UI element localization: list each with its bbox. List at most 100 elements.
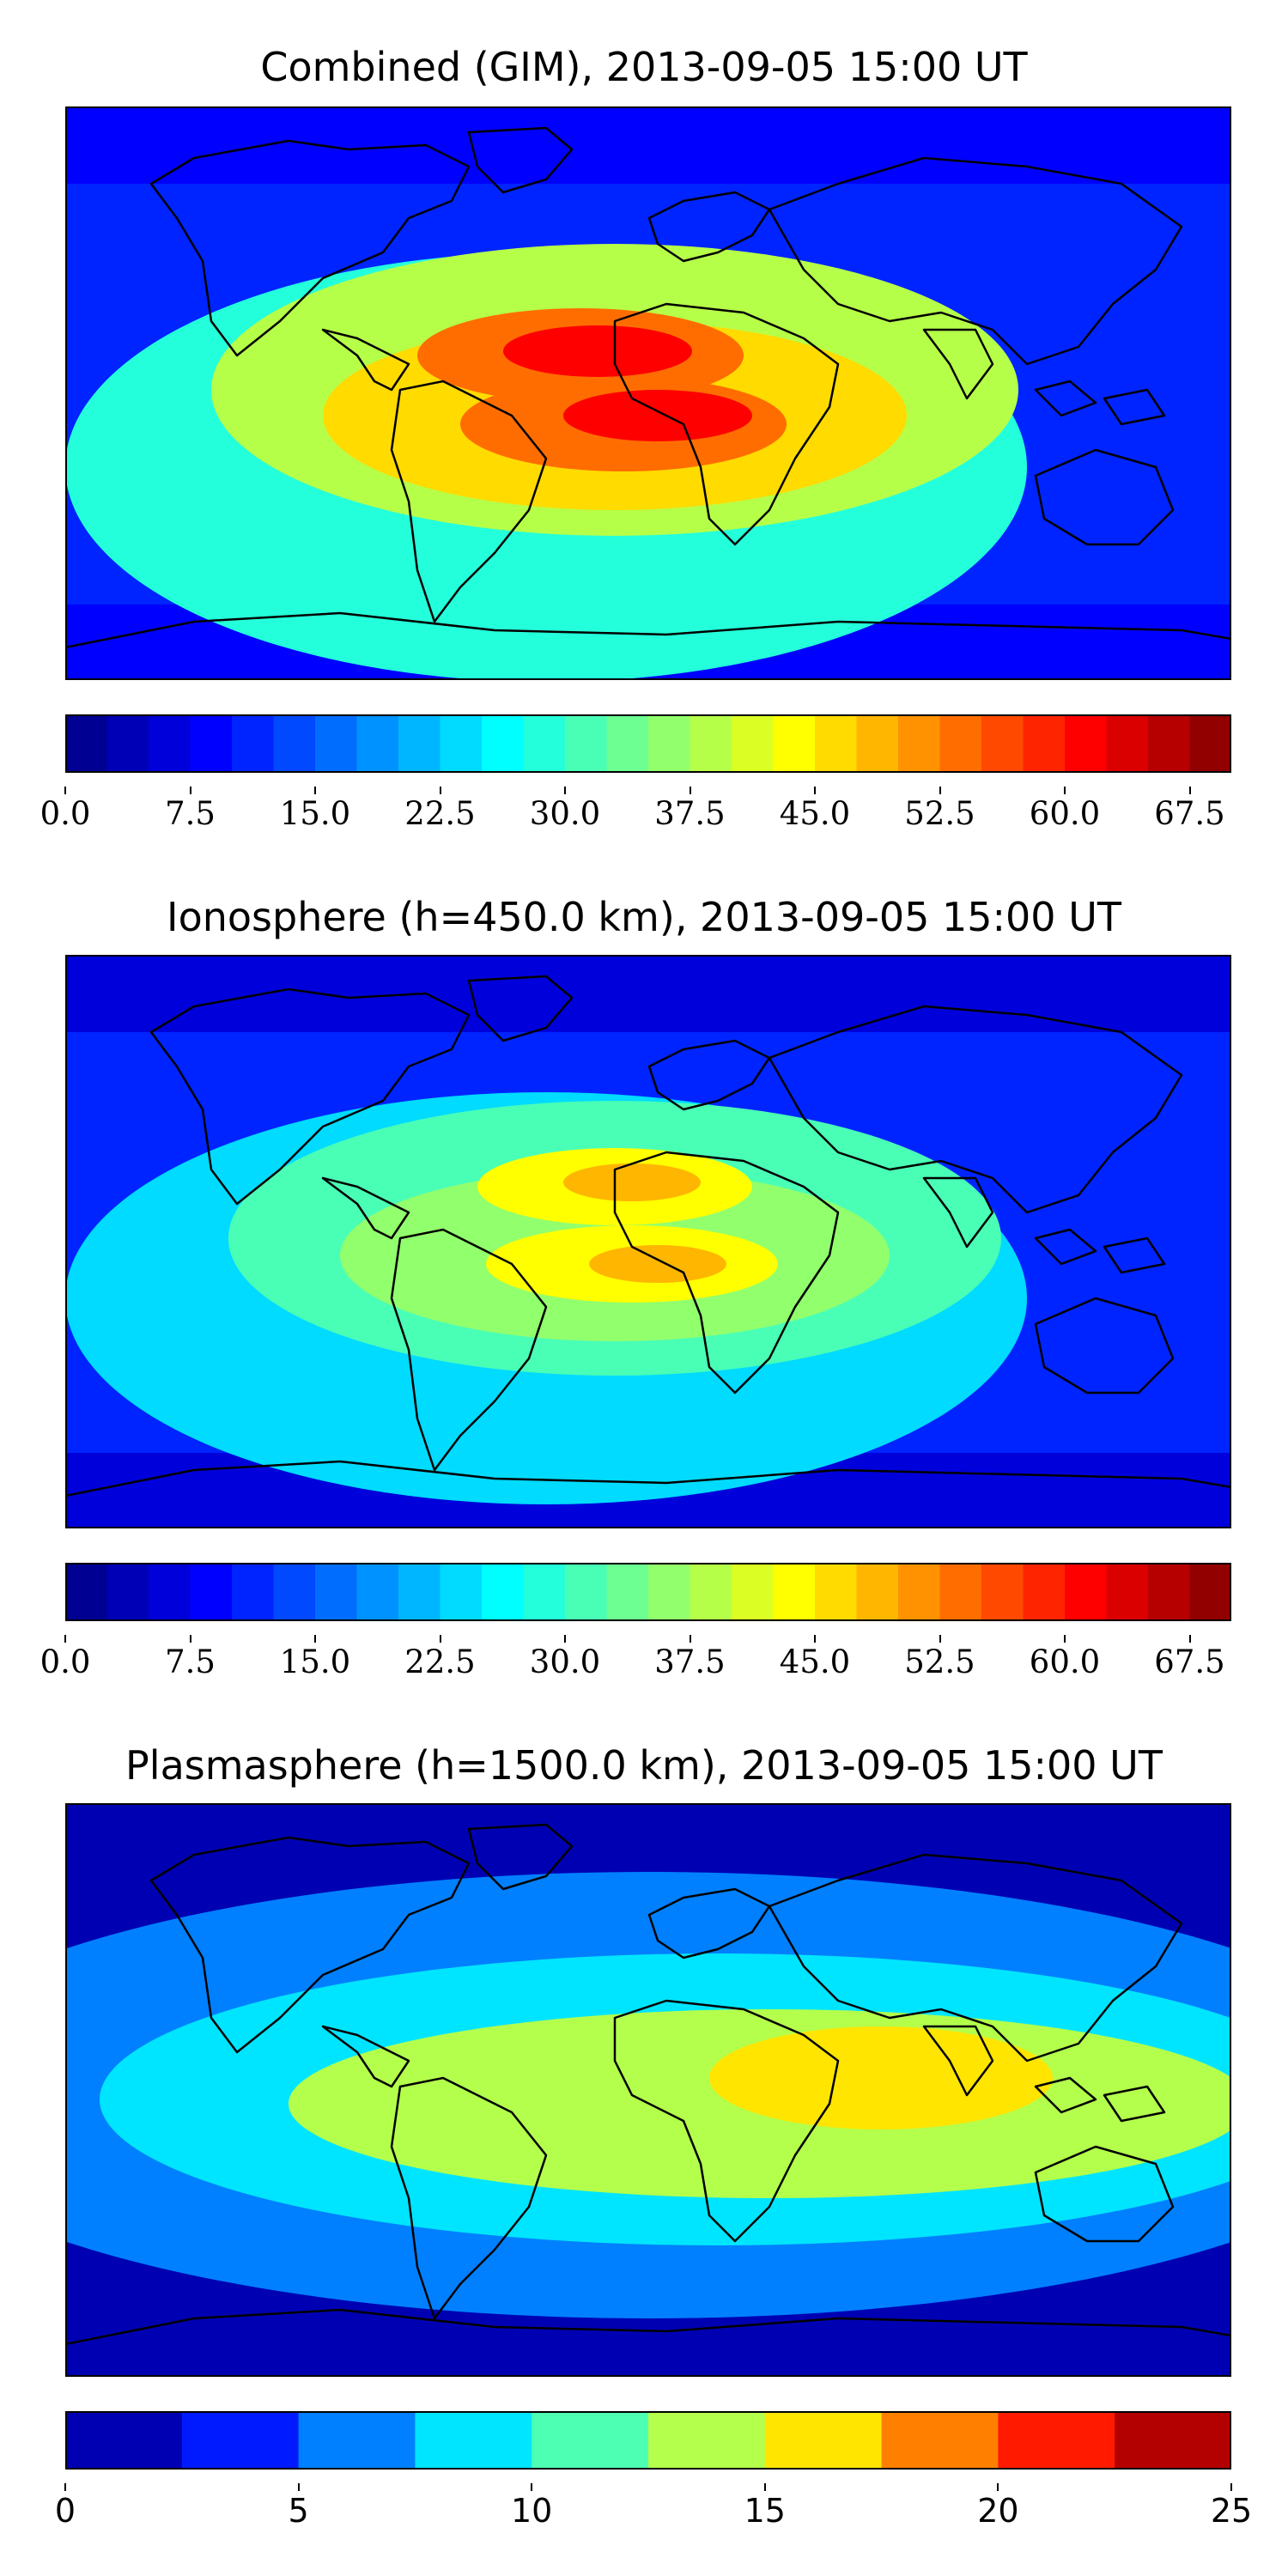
coastline <box>390 1228 548 1472</box>
colorbar-bin <box>315 1563 358 1621</box>
coastline <box>922 328 994 400</box>
colorbar-tick-mark <box>997 2483 999 2491</box>
tec-contour <box>443 2052 649 2121</box>
colorbar-tick-label: 15 <box>744 2492 786 2530</box>
colorbar-bin <box>690 714 732 773</box>
coastline <box>467 1823 574 1891</box>
colorbar-bin <box>298 2411 416 2470</box>
colorbar-bin <box>315 714 358 773</box>
coastline <box>390 2076 548 2320</box>
colorbar-bin <box>856 714 899 773</box>
coastline <box>613 1999 840 2243</box>
coastline <box>1034 380 1097 417</box>
colorbar-tick-label: 52.5 <box>904 795 975 832</box>
colorbar-bin <box>65 2411 183 2470</box>
combined-gim-map <box>65 106 1231 680</box>
colorbar-bin <box>1148 714 1191 773</box>
coastline <box>149 139 471 357</box>
colorbar-tick-label: 30.0 <box>529 795 601 832</box>
coastline <box>390 380 548 623</box>
colorbar-bin <box>415 2411 532 2470</box>
colorbar-bin <box>648 1563 691 1621</box>
coastline <box>65 611 1231 680</box>
coastline <box>467 975 574 1042</box>
colorbar-bin <box>881 2411 999 2470</box>
colorbar-bin <box>440 714 483 773</box>
colorbar-tick-label: 5 <box>288 2492 309 2530</box>
coastline <box>321 2025 410 2088</box>
colorbar-tick-label: 0.0 <box>39 1643 91 1680</box>
colorbar-bin <box>1148 1563 1191 1621</box>
colorbar-bin <box>232 1563 275 1621</box>
colorbar-tick-label: 7.5 <box>165 795 216 832</box>
colorbar-bin <box>565 1563 608 1621</box>
colorbar-bin <box>190 714 233 773</box>
colorbar-bin <box>65 714 108 773</box>
colorbar-tick-label: 0.0 <box>39 795 91 832</box>
coastline <box>1034 1297 1175 1394</box>
coastline <box>922 1176 994 1249</box>
colorbar-bin <box>1065 714 1108 773</box>
colorbar-bin <box>773 1563 816 1621</box>
colorbar-tick-label: 60.0 <box>1029 795 1101 832</box>
ionosphere-title: Ionosphere (h=450.0 km), 2013-09-05 15:0… <box>167 894 1121 940</box>
colorbar-bin <box>606 714 649 773</box>
colorbar-bin <box>482 1563 525 1621</box>
colorbar-tick-mark <box>939 787 941 794</box>
colorbar-bin <box>106 1563 149 1621</box>
colorbar-tick-mark <box>314 1635 316 1643</box>
colorbar-bin <box>939 714 982 773</box>
colorbar-bin <box>773 714 816 773</box>
coastline <box>1103 1236 1166 1274</box>
colorbar-bin <box>565 714 608 773</box>
colorbar-bin <box>356 714 399 773</box>
colorbar-bin <box>532 2411 649 2470</box>
colorbar-bin <box>732 1563 775 1621</box>
coastline <box>65 1460 1231 1528</box>
colorbar-bin <box>898 714 941 773</box>
colorbar-tick-label: 67.5 <box>1154 1643 1225 1680</box>
combined-gim-title: Combined (GIM), 2013-09-05 15:00 UT <box>260 44 1028 90</box>
colorbar-bin <box>181 2411 300 2470</box>
colorbar-tick-label: 15.0 <box>279 795 351 832</box>
colorbar-tick-mark <box>439 1635 441 1643</box>
colorbar-bin <box>1023 1563 1066 1621</box>
colorbar-tick-mark <box>531 2483 533 2491</box>
colorbar-tick-label: 45.0 <box>779 1643 851 1680</box>
colorbar-bin <box>898 1563 941 1621</box>
tec-contour <box>503 325 692 377</box>
colorbar-bin <box>232 714 275 773</box>
colorbar-tick-label: 25 <box>1210 2492 1253 2530</box>
colorbar-bin <box>1115 2411 1231 2470</box>
colorbar-bin <box>981 714 1024 773</box>
colorbar-tick-label: 22.5 <box>404 1643 476 1680</box>
coastline <box>768 1005 1183 1214</box>
colorbar-bin <box>815 1563 858 1621</box>
colorbar-bin <box>398 714 441 773</box>
colorbar-bin <box>732 714 775 773</box>
coastline <box>321 1176 410 1240</box>
colorbar-tick-label: 60.0 <box>1029 1643 1101 1680</box>
tec-contour <box>563 390 752 441</box>
coastline <box>1034 448 1175 546</box>
colorbar-tick-mark <box>689 1635 691 1643</box>
colorbar-tick-label: 37.5 <box>654 1643 726 1680</box>
coastline <box>1034 2145 1175 2243</box>
colorbar-bin <box>815 714 858 773</box>
colorbar-tick-label: 15.0 <box>279 1643 351 1680</box>
colorbar-bin <box>1189 1563 1231 1621</box>
coastline <box>321 328 410 392</box>
colorbar-bin <box>1023 714 1066 773</box>
plasmasphere-map <box>65 1803 1231 2377</box>
colorbar-tick-mark <box>1064 787 1066 794</box>
colorbar-tick-label: 52.5 <box>904 1643 975 1680</box>
colorbar-bin <box>523 714 566 773</box>
colorbar-tick-label: 22.5 <box>404 795 476 832</box>
colorbar-bin <box>149 1563 191 1621</box>
coastline <box>647 1039 771 1111</box>
colorbar-bin <box>998 2411 1115 2470</box>
colorbar-tick-mark <box>64 2483 66 2491</box>
colorbar-tick-mark <box>64 1635 66 1643</box>
colorbar-bin <box>1106 1563 1149 1621</box>
colorbar-bin <box>1065 1563 1108 1621</box>
